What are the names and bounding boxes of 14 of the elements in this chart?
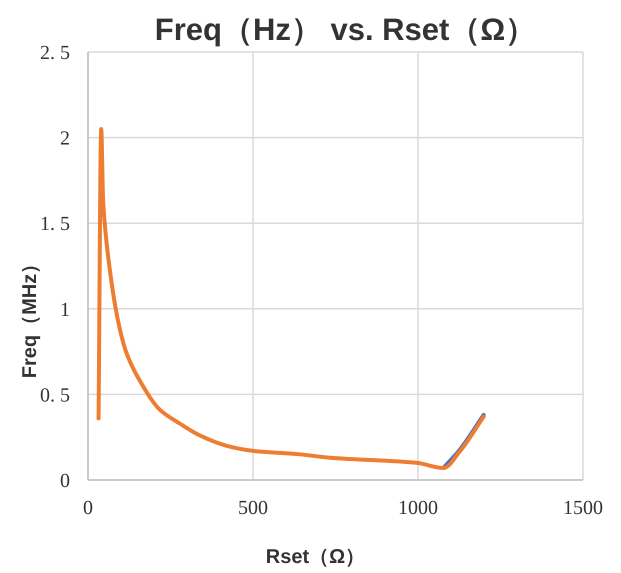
y-tick-label: 2	[60, 128, 70, 150]
y-tick-label: 0	[60, 470, 70, 492]
line-series	[96, 127, 486, 470]
x-tick-label: 0	[83, 497, 93, 519]
x-tick-label: 500	[238, 497, 268, 519]
chart-title: Freq（Hz） vs. Rset（Ω）	[154, 12, 536, 47]
x-tick-label: 1500	[563, 497, 603, 519]
y-tick-label: 0. 5	[40, 384, 70, 406]
x-tick-label: 1000	[398, 497, 438, 519]
x-axis-title: Rset（Ω）	[266, 546, 366, 568]
y-tick-label: 2. 5	[40, 42, 70, 64]
y-tick-label: 1. 5	[40, 213, 70, 236]
y-axis-title: Freq（MHz）	[19, 254, 41, 378]
y-tick-label: 1	[60, 298, 70, 321]
